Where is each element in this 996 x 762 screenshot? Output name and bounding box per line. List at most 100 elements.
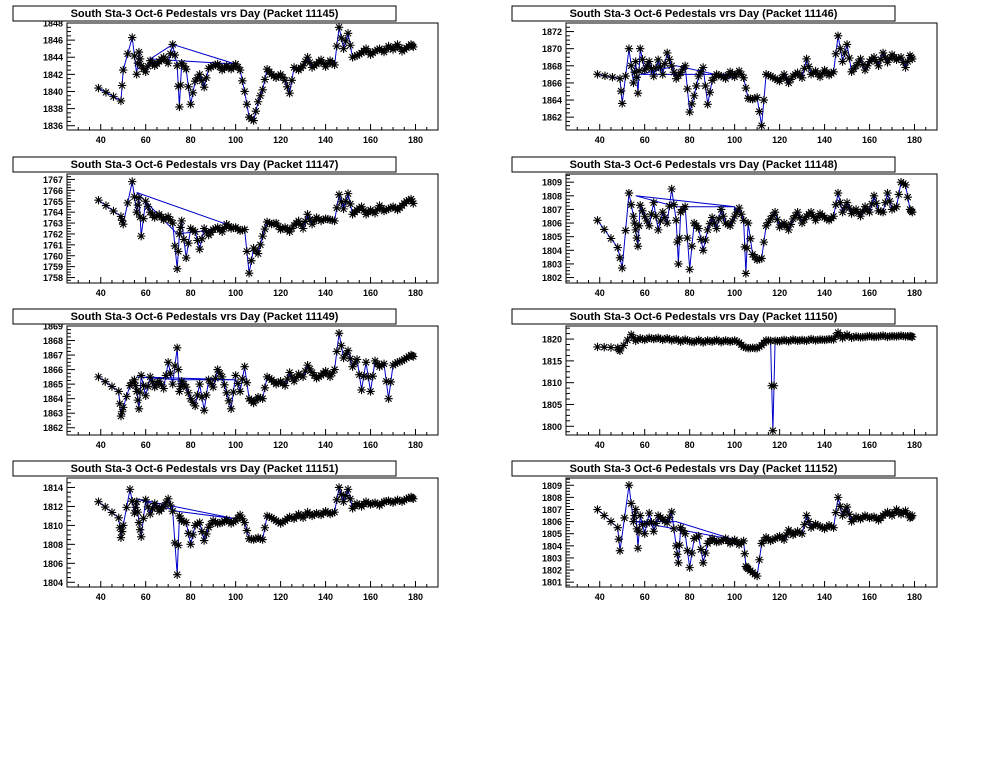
- data-point: [593, 505, 602, 514]
- data-point: [608, 73, 617, 82]
- x-tick-label: 180: [408, 592, 423, 602]
- y-tick-label: 1862: [43, 423, 63, 433]
- data-point: [804, 517, 814, 526]
- data-point: [614, 534, 624, 544]
- data-point: [307, 219, 317, 229]
- data-point: [184, 82, 193, 91]
- data-point: [667, 507, 676, 517]
- data-point: [833, 493, 843, 502]
- y-tick-label: 1806: [542, 517, 562, 527]
- data-point: [226, 404, 236, 414]
- data-point: [181, 65, 191, 74]
- data-point: [181, 253, 191, 263]
- data-point: [204, 523, 213, 532]
- data-point: [197, 234, 207, 244]
- data-point: [689, 91, 699, 100]
- y-tick-label: 1806: [43, 559, 63, 569]
- data-point: [404, 352, 413, 361]
- data-point: [854, 513, 863, 523]
- data-point: [193, 73, 202, 82]
- data-point: [265, 512, 274, 522]
- data-point: [838, 207, 847, 217]
- data-point: [406, 194, 416, 204]
- plot-frame: [66, 22, 439, 131]
- data-point: [253, 533, 263, 542]
- data-point: [908, 54, 917, 64]
- data-point: [632, 524, 642, 534]
- data-point: [393, 495, 402, 504]
- chart-title: South Sta-3 Oct-6 Pedestals vrs Day (Pac…: [71, 463, 339, 475]
- data-point: [256, 393, 265, 403]
- data-point: [211, 517, 220, 527]
- data-point: [680, 202, 690, 211]
- data-point: [130, 51, 139, 61]
- y-tick-label: 1866: [43, 365, 63, 375]
- x-tick-label: 160: [363, 440, 378, 450]
- data-point: [170, 538, 180, 548]
- data-point: [788, 214, 798, 224]
- x-tick-label: 100: [228, 288, 243, 298]
- x-tick-label: 120: [772, 288, 787, 298]
- data-point: [676, 68, 685, 77]
- data-point: [274, 378, 283, 387]
- data-point: [851, 205, 861, 214]
- data-point: [714, 537, 724, 546]
- data-point: [170, 50, 180, 60]
- x-tick-label: 140: [318, 288, 333, 298]
- title-frame: [12, 5, 397, 22]
- data-point: [294, 216, 303, 226]
- plot-frame: [66, 325, 439, 436]
- data-point: [397, 497, 407, 506]
- data-point: [696, 545, 706, 554]
- data-point: [829, 335, 838, 344]
- data-point: [669, 524, 679, 534]
- data-point: [656, 62, 665, 72]
- data-point: [395, 43, 404, 53]
- data-point: [649, 198, 658, 207]
- data-point: [638, 55, 647, 64]
- data-point: [766, 214, 775, 224]
- data-point: [325, 372, 335, 382]
- data-point: [615, 74, 625, 83]
- data-point: [788, 335, 798, 344]
- data-point: [379, 359, 389, 368]
- data-point: [723, 220, 733, 229]
- x-tick-label: 60: [141, 440, 151, 450]
- data-point: [786, 220, 796, 229]
- data-point: [355, 500, 364, 510]
- x-tick-label: 160: [862, 135, 877, 145]
- data-point: [883, 188, 892, 198]
- data-point: [867, 513, 876, 522]
- data-point: [593, 216, 602, 225]
- data-point: [644, 221, 654, 230]
- x-tick-label: 140: [817, 288, 832, 298]
- data-point: [404, 195, 413, 205]
- data-point: [337, 490, 346, 499]
- x-tick-label: 100: [228, 135, 243, 145]
- data-point: [642, 334, 652, 344]
- x-tick-label: 100: [727, 440, 742, 450]
- data-point: [206, 519, 216, 529]
- data-point: [872, 57, 881, 66]
- y-tick-label: 1866: [542, 78, 562, 88]
- data-point: [600, 71, 610, 80]
- data-point: [600, 225, 609, 234]
- data-point: [633, 88, 643, 98]
- data-point: [276, 225, 285, 234]
- y-tick-label: 1804: [542, 246, 562, 256]
- data-point: [786, 336, 796, 345]
- data-point: [141, 495, 150, 504]
- data-point: [332, 495, 342, 504]
- data-point: [869, 191, 879, 200]
- data-point: [274, 222, 283, 231]
- data-point: [791, 211, 800, 220]
- y-tick-label: 1862: [542, 113, 562, 123]
- data-point: [202, 73, 211, 82]
- data-point: [199, 536, 209, 545]
- x-tick-label: 100: [727, 288, 742, 298]
- data-point: [851, 61, 861, 70]
- data-point: [235, 387, 245, 396]
- data-point: [135, 387, 145, 397]
- y-tick-label: 1759: [43, 262, 63, 272]
- data-point: [350, 358, 360, 368]
